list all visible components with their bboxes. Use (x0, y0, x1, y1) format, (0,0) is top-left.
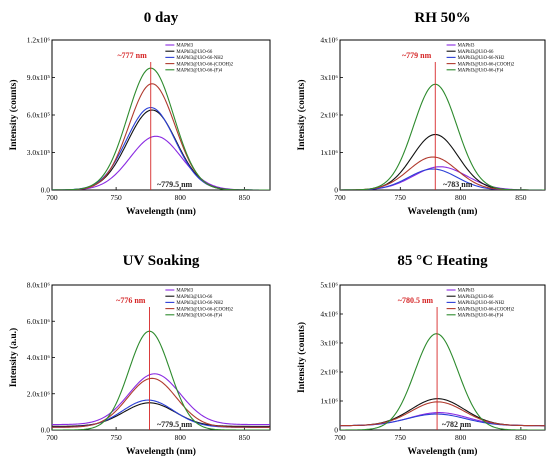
legend-entry: MAPbI3@UiO-66 (176, 295, 212, 300)
y-tick-label: 5x10⁶ (320, 281, 338, 290)
y-tick-label: 6.0x10⁶ (27, 317, 51, 326)
legend-entry: MAPbI3@UiO-66-(COOH)2 (176, 62, 233, 67)
series-group (52, 330, 270, 430)
legend-entry: MAPbI3@UiO-66-(F)4 (176, 314, 222, 319)
legend-entry: MAPbI3@UiO-66-(F)4 (458, 314, 504, 319)
legend-entry: MAPbI3@UiO-66-NH2 (176, 301, 223, 306)
legend-entry: MAPbI3@UiO-66-NH2 (176, 56, 223, 61)
legend-entry: MAPbI3@UiO-66-NH2 (458, 301, 505, 306)
peak-annotation-top: ~777 nm (117, 51, 147, 60)
x-tick-label: 700 (46, 193, 58, 202)
x-tick-label: 750 (110, 193, 122, 202)
x-tick-label: 800 (455, 433, 467, 442)
series-group (340, 333, 545, 430)
y-tick-label: 0 (334, 186, 338, 195)
peak-annotation-top: ~776 nm (116, 296, 146, 305)
legend-entry: MAPbI3@UiO-66-(COOH)2 (458, 62, 515, 67)
series-line-1 (52, 109, 270, 190)
x-tick-label: 850 (239, 433, 251, 442)
chart-panel-2: UV Soaking 0.0 2.0x10⁶ 4.0x10⁶ 6.0x10⁶ 8.0x10… (8, 253, 271, 457)
series-group (52, 67, 270, 190)
series-line-4 (52, 330, 270, 430)
x-axis-label: Wavelength (nm) (126, 446, 196, 457)
legend-entry: MAPbI3@UiO-66-(COOH)2 (458, 307, 515, 312)
peak-annotation-bottom: ~783 nm (443, 180, 473, 189)
plot-frame (51, 284, 271, 431)
series-line-4 (340, 333, 545, 430)
x-tick-label: 700 (46, 433, 58, 442)
peak-annotation-bottom: ~782 nm (442, 420, 472, 429)
peak-annotation-bottom: ~779.5 nm (157, 180, 193, 189)
y-axis-label: Intensity (a.u.) (8, 328, 19, 387)
legend-entry: MAPbI3@UiO-66 (458, 50, 494, 55)
x-tick-label: 800 (175, 193, 187, 202)
y-tick-label: 3x10⁶ (320, 339, 338, 348)
y-tick-label: 3x10⁶ (320, 73, 338, 82)
legend-entry: MAPbI3 (176, 44, 193, 49)
x-tick-label: 850 (239, 193, 251, 202)
legend-entry: MAPbI3@UiO-66-(F)4 (458, 69, 504, 74)
series-line-4 (52, 67, 270, 190)
chart-title: UV Soaking (123, 253, 200, 269)
y-tick-label: 6.0x10⁵ (27, 111, 51, 120)
x-tick-label: 800 (455, 193, 467, 202)
legend-entry: MAPbI3@UiO-66-(COOH)2 (176, 307, 233, 312)
x-tick-label: 850 (515, 193, 527, 202)
series-line-0 (52, 373, 270, 426)
chart-panel-1: RH 50% 0 1x10⁶ 2x10⁶ 3x10⁶ 4x10⁶ 700 750 800 850 W… (296, 10, 546, 217)
x-axis-label: Wavelength (nm) (408, 206, 478, 217)
peak-annotation-top: ~779 nm (402, 51, 432, 60)
series-line-3 (340, 401, 545, 427)
peak-annotation-top: ~780.5 nm (398, 296, 434, 305)
y-tick-label: 0.0 (41, 186, 51, 195)
x-tick-label: 800 (175, 433, 187, 442)
y-tick-label: 9.0x10⁵ (27, 73, 51, 82)
x-tick-label: 750 (110, 433, 122, 442)
x-axis-label: Wavelength (nm) (126, 206, 196, 217)
plot-frame (339, 284, 546, 431)
legend-entry: MAPbI3@UiO-66-(F)4 (176, 69, 222, 74)
y-tick-label: 4x10⁶ (320, 36, 338, 45)
legend-entry: MAPbI3 (458, 44, 475, 49)
y-tick-label: 1.2x10⁶ (27, 36, 51, 45)
legend-entry: MAPbI3@UiO-66 (458, 295, 494, 300)
legend-entry: MAPbI3@UiO-66-NH2 (458, 56, 505, 61)
y-axis-label: Intensity (counts) (296, 322, 307, 393)
series-group (340, 83, 545, 190)
y-axis-label: Intensity (counts) (296, 80, 307, 151)
x-tick-label: 750 (395, 193, 407, 202)
x-tick-label: 700 (334, 433, 346, 442)
chart-title: 0 day (144, 10, 179, 26)
series-line-2 (52, 106, 270, 190)
y-axis-label: Intensity (counts) (8, 80, 19, 151)
peak-annotation-bottom: ~779.5 nm (157, 420, 193, 429)
y-tick-label: 1x10⁶ (320, 397, 338, 406)
y-tick-label: 4x10⁶ (320, 310, 338, 319)
y-tick-label: 1x10⁶ (320, 148, 338, 157)
chart-title: RH 50% (414, 10, 470, 26)
y-tick-label: 8.0x10⁶ (27, 281, 51, 290)
y-tick-label: 0 (334, 426, 338, 435)
legend-entry: MAPbI3 (458, 289, 475, 294)
x-tick-label: 700 (334, 193, 346, 202)
y-tick-label: 2x10⁶ (320, 111, 338, 120)
y-tick-label: 0.0 (41, 426, 51, 435)
y-tick-label: 2.0x10⁶ (27, 389, 51, 398)
y-tick-label: 2x10⁶ (320, 368, 338, 377)
x-tick-label: 850 (515, 433, 527, 442)
legend-entry: MAPbI3 (176, 289, 193, 294)
chart-title: 85 °C Heating (397, 253, 488, 269)
series-line-3 (52, 377, 270, 428)
y-tick-label: 4.0x10⁶ (27, 353, 51, 362)
y-tick-label: 3.0x10⁵ (27, 148, 51, 157)
chart-panel-3: 85 °C Heating 0 1x10⁶ 2x10⁶ 3x10⁶ 4x10⁶ 5x10⁶ 7… (296, 253, 546, 457)
legend-entry: MAPbI3@UiO-66 (176, 50, 212, 55)
series-line-4 (340, 83, 545, 190)
x-tick-label: 750 (395, 433, 407, 442)
chart-panel-0: 0 day 0.0 3.0x10⁵ 6.0x10⁵ 9.0x10⁵ 1.2x10⁶ 700 7… (8, 10, 271, 217)
x-axis-label: Wavelength (nm) (408, 446, 478, 457)
